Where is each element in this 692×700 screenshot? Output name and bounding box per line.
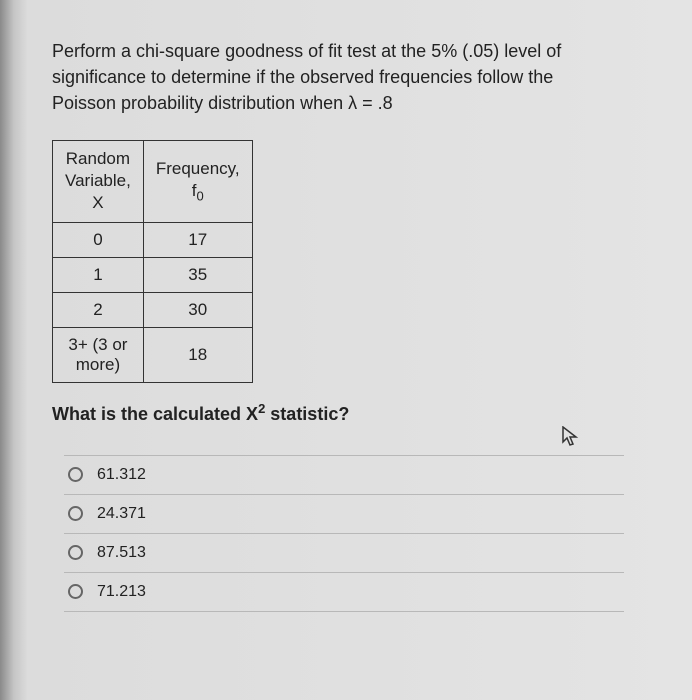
followup-question: What is the calculated X2 statistic? — [52, 401, 650, 425]
option-3[interactable]: 87.513 — [64, 534, 624, 573]
header-x-line2: Variable, — [65, 171, 131, 190]
question-line-3: Poisson probability distribution when λ … — [52, 93, 393, 113]
cell-x-3-line2: more) — [76, 355, 120, 374]
table-row: 3+ (3 or more) 18 — [53, 327, 253, 382]
answer-options: 61.312 24.371 87.513 71.213 — [64, 455, 650, 612]
option-label-4: 71.213 — [97, 583, 146, 601]
table-header-f: Frequency, f0 — [143, 141, 252, 222]
question-prompt: Perform a chi-square goodness of fit tes… — [52, 38, 650, 116]
cell-x-2: 2 — [53, 292, 144, 327]
table-row: 2 30 — [53, 292, 253, 327]
radio-icon[interactable] — [68, 584, 83, 599]
radio-icon[interactable] — [68, 467, 83, 482]
cell-x-0: 0 — [53, 222, 144, 257]
question-line-1: Perform a chi-square goodness of fit tes… — [52, 41, 561, 61]
option-2[interactable]: 24.371 — [64, 495, 624, 534]
header-f-sub: 0 — [196, 188, 203, 203]
cell-x-1: 1 — [53, 257, 144, 292]
table-header-x: Random Variable, X — [53, 141, 144, 222]
cell-x-3: 3+ (3 or more) — [53, 327, 144, 382]
cell-f-3: 18 — [143, 327, 252, 382]
frequency-table: Random Variable, X Frequency, f0 0 17 1 … — [52, 140, 253, 382]
radio-icon[interactable] — [68, 545, 83, 560]
table-row: 1 35 — [53, 257, 253, 292]
followup-prefix: What is the calculated X — [52, 404, 258, 424]
header-f-line1: Frequency, — [156, 159, 240, 178]
followup-suffix: statistic? — [265, 404, 349, 424]
header-x-line3: X — [92, 193, 103, 212]
table-row: 0 17 — [53, 222, 253, 257]
option-label-2: 24.371 — [97, 505, 146, 523]
cell-x-3-line1: 3+ (3 or — [68, 335, 127, 354]
cell-f-1: 35 — [143, 257, 252, 292]
option-label-3: 87.513 — [97, 544, 146, 562]
option-4[interactable]: 71.213 — [64, 573, 624, 612]
option-label-1: 61.312 — [97, 466, 146, 484]
header-x-line1: Random — [66, 149, 130, 168]
radio-icon[interactable] — [68, 506, 83, 521]
cell-f-2: 30 — [143, 292, 252, 327]
option-1[interactable]: 61.312 — [64, 455, 624, 495]
cursor-icon — [562, 426, 580, 448]
question-line-2: significance to determine if the observe… — [52, 67, 553, 87]
cell-f-0: 17 — [143, 222, 252, 257]
